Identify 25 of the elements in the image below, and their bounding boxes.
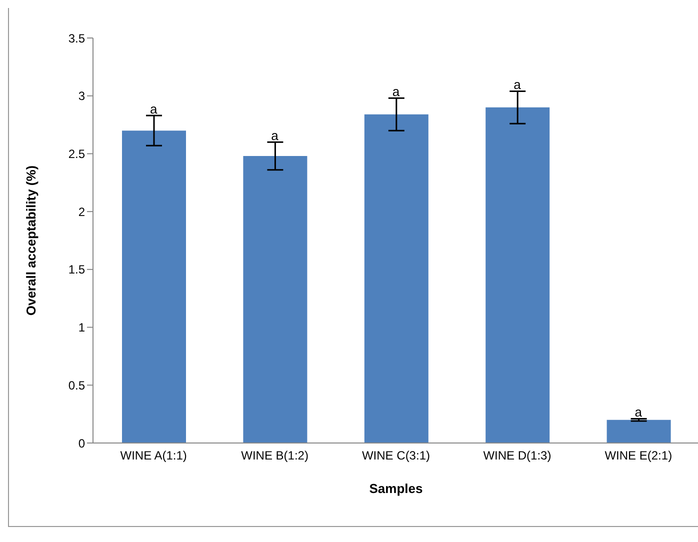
bar — [243, 156, 308, 443]
x-tick-label: WINE D(1:3) — [483, 448, 552, 463]
annotation: a — [634, 404, 643, 420]
annotation: a — [392, 84, 400, 100]
x-tick-label: WINE A(1:1) — [120, 448, 187, 463]
annotation: a — [150, 102, 158, 117]
bar — [606, 420, 671, 443]
y-tick-label: 0 — [78, 436, 86, 450]
bar — [122, 130, 186, 443]
y-tick-label: 3.5 — [68, 31, 86, 46]
y-tick-label: 0.5 — [68, 378, 86, 392]
y-axis-title: Overall acceptability (%) — [24, 165, 39, 316]
bar — [486, 107, 550, 443]
x-tick-label: WINE C(3:1) — [362, 448, 430, 463]
y-tick-label: 1 — [78, 320, 86, 335]
x-tick-label: WINE B(1:2) — [241, 448, 308, 463]
x-tick-label: WINE E(2:1) — [604, 448, 672, 463]
y-tick-label: 1.5 — [68, 262, 86, 277]
y-tick-label: 3 — [78, 89, 86, 104]
y-tick-label: 2 — [78, 204, 86, 219]
x-axis-title: Samples — [369, 481, 423, 496]
bar — [364, 114, 428, 443]
annotation: a — [271, 128, 280, 144]
y-tick-label: 2.5 — [68, 146, 86, 161]
annotation: a — [514, 77, 522, 92]
